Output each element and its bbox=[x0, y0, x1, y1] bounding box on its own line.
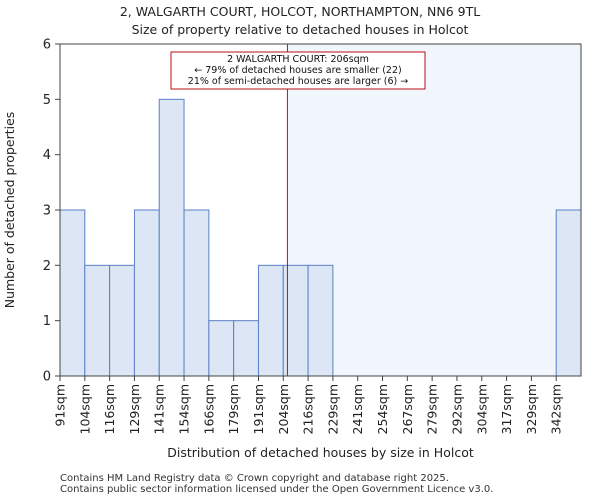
x-tick-label: 216sqm bbox=[301, 384, 316, 434]
x-tick-label: 279sqm bbox=[425, 384, 440, 434]
chart-subtitle: Size of property relative to detached ho… bbox=[131, 22, 469, 37]
y-tick-label: 1 bbox=[43, 314, 51, 329]
x-tick-label: 229sqm bbox=[325, 384, 340, 434]
bar-154sqm bbox=[183, 209, 210, 377]
x-tick-label: 191sqm bbox=[251, 384, 266, 434]
bar-179sqm bbox=[233, 320, 259, 377]
x-tick-label: 116sqm bbox=[102, 384, 117, 434]
x-tick-label: 329sqm bbox=[524, 384, 539, 434]
x-tick-label: 179sqm bbox=[226, 384, 241, 434]
annotation-box: 2 WALGARTH COURT: 206sqm ← 79% of detach… bbox=[170, 51, 426, 90]
bar-104sqm bbox=[84, 264, 111, 377]
x-tick-label: 154sqm bbox=[177, 384, 192, 434]
x-tick-label: 267sqm bbox=[400, 384, 415, 434]
footer-line-2: Contains public sector information licen… bbox=[60, 484, 494, 495]
x-tick-label: 304sqm bbox=[474, 384, 489, 434]
y-axis-label: Number of detached properties bbox=[2, 112, 17, 309]
y-tick-label: 6 bbox=[43, 38, 51, 53]
y-tick-label: 4 bbox=[43, 148, 51, 163]
x-tick-label: 129sqm bbox=[127, 384, 142, 434]
x-tick-label: 91sqm bbox=[53, 384, 68, 427]
y-tick-label: 2 bbox=[43, 259, 51, 274]
bar-342sqm bbox=[555, 209, 582, 377]
x-tick-label: 166sqm bbox=[201, 384, 216, 434]
annotation-line-3: 21% of semi-detached houses are larger (… bbox=[188, 76, 408, 87]
larger-region-highlight bbox=[287, 44, 581, 376]
x-tick-label: 317sqm bbox=[499, 384, 514, 434]
x-tick-label: 241sqm bbox=[350, 384, 365, 434]
bar-129sqm bbox=[133, 209, 160, 377]
bar-91sqm bbox=[59, 209, 86, 377]
x-tick-label: 254sqm bbox=[375, 384, 390, 434]
chart-title: 2, WALGARTH COURT, HOLCOT, NORTHAMPTON, … bbox=[119, 4, 481, 19]
bar-116sqm bbox=[109, 264, 135, 377]
bar-141sqm bbox=[158, 98, 185, 377]
y-tick-label: 5 bbox=[43, 93, 51, 108]
y-tick-label: 0 bbox=[43, 370, 51, 385]
footer-line-1: Contains HM Land Registry data © Crown c… bbox=[60, 473, 449, 484]
bar-166sqm bbox=[208, 320, 235, 377]
bar-191sqm bbox=[257, 264, 284, 377]
annotation-line-1: 2 WALGARTH COURT: 206sqm bbox=[227, 54, 369, 65]
annotation-line-2: ← 79% of detached houses are smaller (22… bbox=[194, 65, 401, 76]
bar-216sqm bbox=[307, 264, 334, 377]
x-tick-label: 104sqm bbox=[77, 384, 92, 434]
x-tick-label: 204sqm bbox=[276, 384, 291, 434]
x-tick-label: 141sqm bbox=[152, 384, 167, 434]
x-tick-label: 292sqm bbox=[449, 384, 464, 434]
x-axis-label: Distribution of detached houses by size … bbox=[167, 445, 474, 460]
y-tick-label: 3 bbox=[43, 204, 51, 219]
x-tick-label: 342sqm bbox=[549, 384, 564, 434]
